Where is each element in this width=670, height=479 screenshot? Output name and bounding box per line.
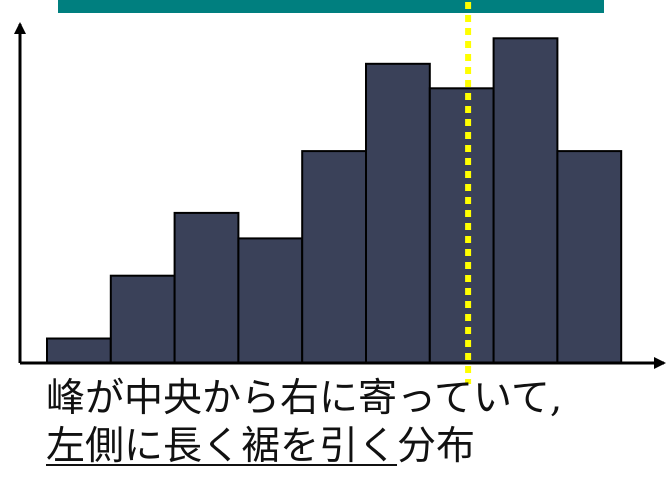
histogram-bar-9 [556,150,623,364]
histogram-bar-8 [492,37,559,365]
caption-rest-text: 分布 [397,424,476,469]
histogram-bar-6 [365,62,431,365]
histogram-bar-1 [46,337,112,364]
caption-underlined-text: 左側に長く裾を引く [46,424,398,469]
histogram-bar-3 [173,211,240,364]
histogram-bar-4 [237,237,304,364]
caption-line-1: 峰が中央から右に寄っていて, [46,376,563,421]
histogram-bar-2 [109,274,176,365]
bars-group [46,37,623,365]
histogram-bar-7 [428,87,495,365]
top-teal-bar [58,0,604,13]
caption-line-2: 左側に長く裾を引く分布 [46,424,475,470]
histogram-bar-5 [301,150,368,364]
